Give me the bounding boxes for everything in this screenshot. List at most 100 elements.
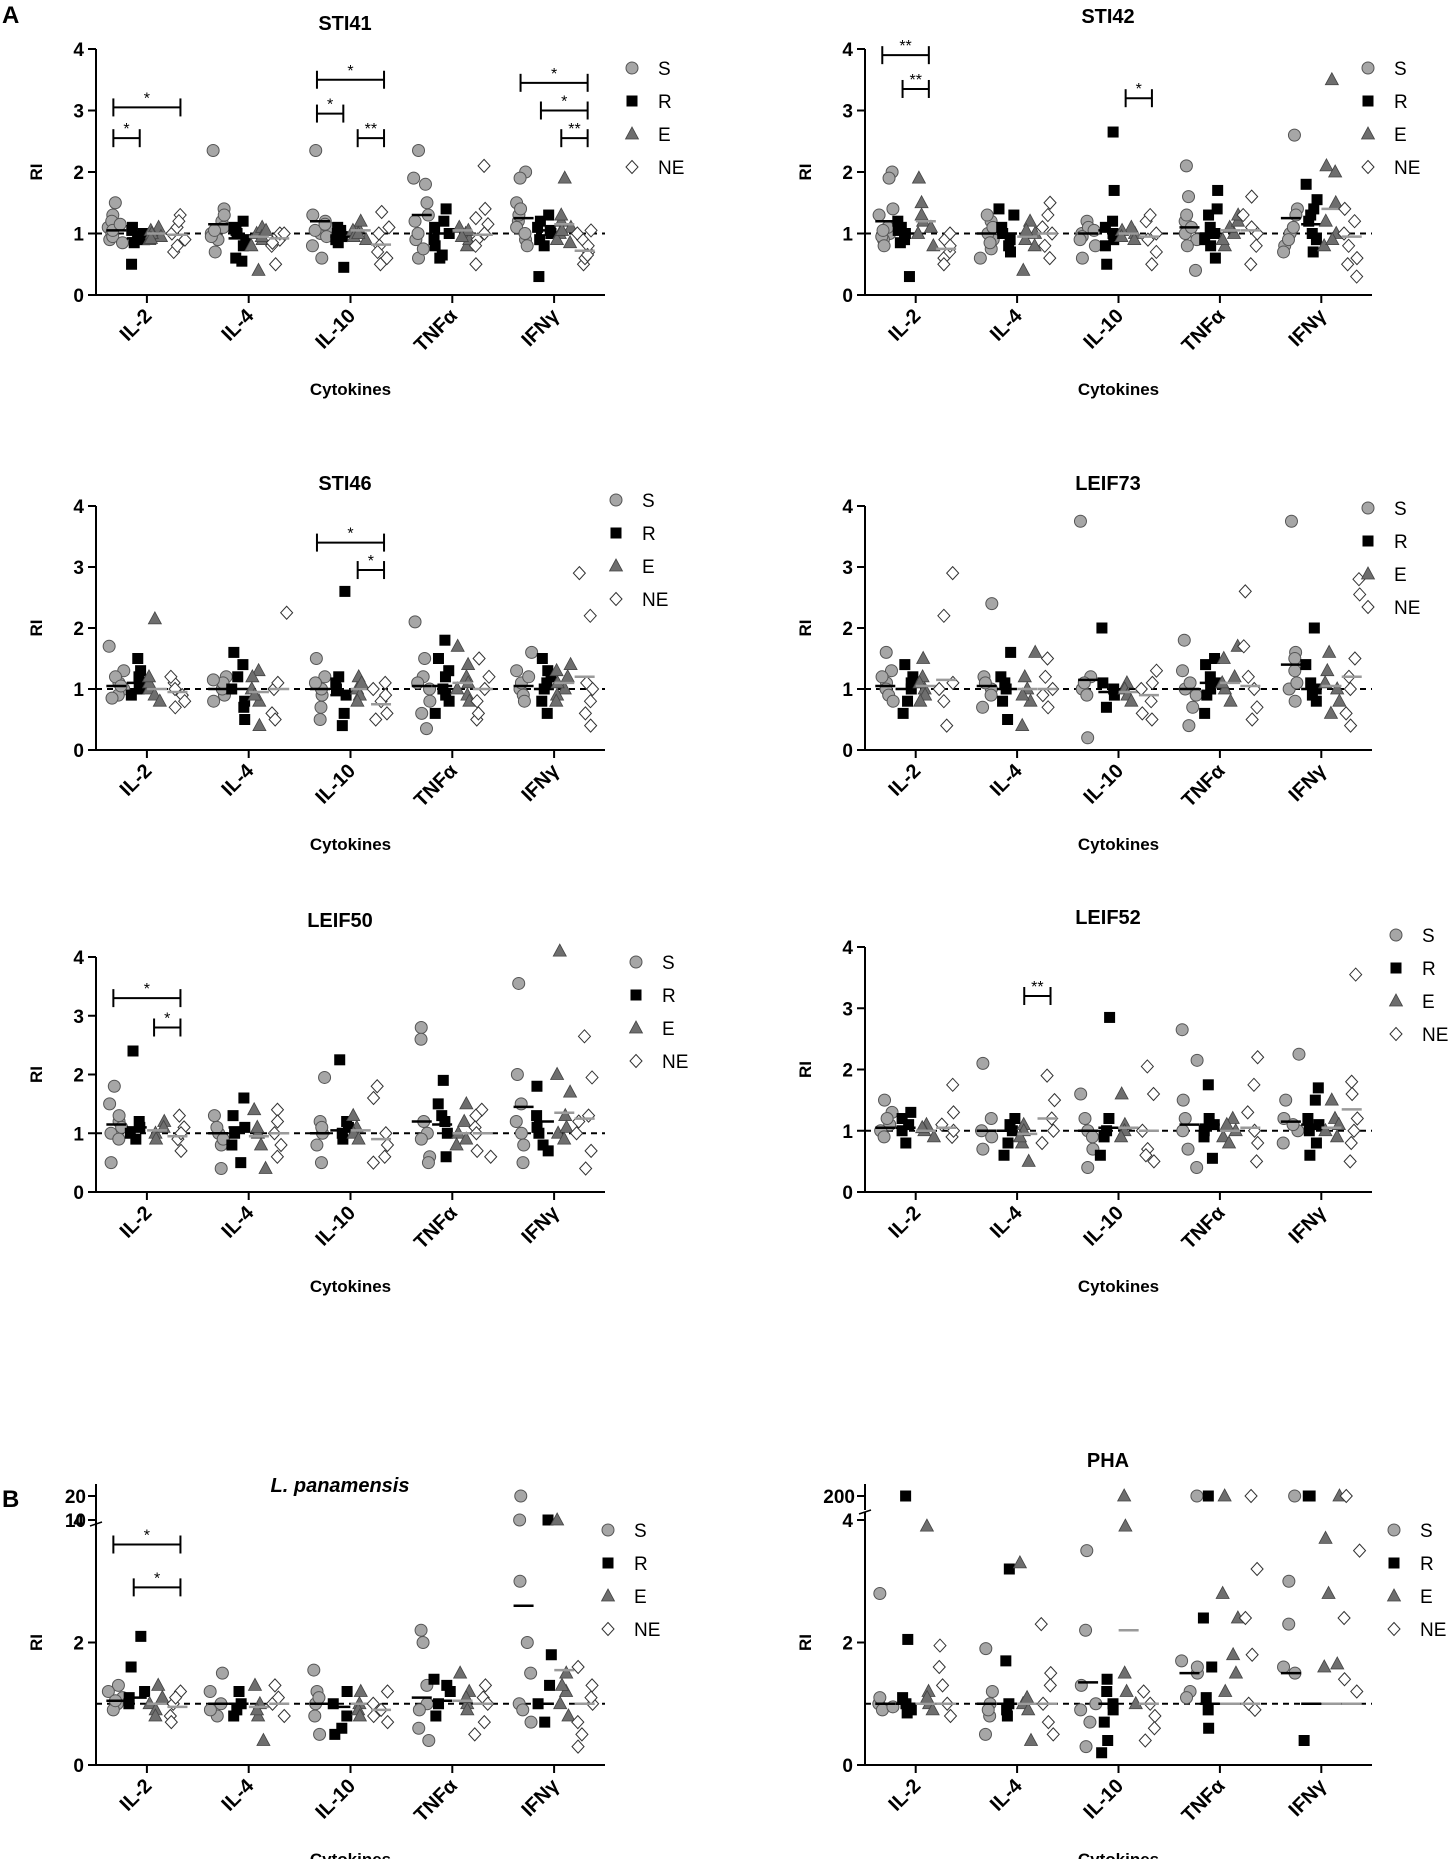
data-point-r [1302,1113,1314,1124]
legend-marker-e [628,1020,644,1034]
data-point-s [877,1130,891,1144]
data-point-ne [172,213,186,229]
data-point-e [926,1129,942,1143]
data-point-e [460,656,476,670]
panel-label-b: B [2,1486,20,1513]
data-point-ne [1353,587,1367,602]
significance-label: ** [909,72,921,89]
data-point-s [873,1691,887,1705]
legend-label-s: S [662,953,675,974]
data-point-r [1304,1149,1316,1161]
data-point-r [907,671,919,683]
data-point-s [217,208,231,222]
data-point-s [1182,190,1196,204]
data-point-s [207,694,221,708]
data-point-r [429,240,441,252]
data-point-r [534,215,546,227]
data-point-ne [1250,1050,1265,1065]
panel-label-a: A [2,2,20,29]
data-point-s [206,143,220,157]
data-point-e [557,170,572,184]
data-point-s [1279,1093,1293,1107]
legend-label-r: R [658,92,672,113]
data-point-s [1288,1489,1302,1503]
data-point-r [1098,1716,1110,1728]
x-tick-label: IL-2 [116,1202,157,1243]
data-point-ne [1237,639,1251,654]
data-point-ne [1040,651,1055,666]
data-point-ne [1040,1068,1054,1083]
data-point-s [1190,1161,1204,1174]
data-point-s [522,670,536,684]
data-point-ne [1238,1610,1253,1626]
data-point-ne [164,1714,178,1730]
data-point-e [1216,1129,1231,1143]
data-point-ne [1345,1086,1359,1102]
data-point-s [305,239,319,253]
data-point-e [454,228,470,242]
data-point-s [1282,1617,1296,1631]
x-tick-label: TNFα [410,304,462,356]
data-point-s [416,1636,430,1649]
data-point-r [543,209,555,221]
data-point-r [124,1127,136,1139]
y-tick-label: 0 [842,286,853,307]
data-point-s [107,1079,121,1093]
data-point-e [1015,717,1030,731]
chart-title: LEIF73 [1075,473,1141,495]
data-point-ne [274,1137,288,1153]
data-point-r [897,1692,909,1704]
data-point-ne [1343,718,1358,733]
y-tick-label: 1 [73,680,84,701]
data-point-r [437,683,449,695]
data-point-e [549,662,564,677]
data-point-ne [1338,201,1352,217]
data-point-r [1108,689,1120,701]
data-point-e [562,1084,578,1098]
data-point-s [1282,1574,1296,1588]
data-point-s [104,1156,118,1170]
data-point-ne [482,669,496,685]
data-point-e [1329,1129,1345,1143]
data-point-r [133,1116,145,1127]
data-point-s [208,245,222,259]
significance-label: * [144,1528,150,1545]
data-point-s [419,722,433,736]
legend-marker-ne [1361,159,1375,175]
x-tick-label: IL-10 [1079,1202,1128,1251]
y-tick-label: 0 [73,1183,84,1204]
data-point-r [1310,234,1322,246]
data-point-r [441,1127,453,1139]
data-point-e [1017,668,1032,683]
data-point-r [902,695,914,707]
data-point-ne [270,1102,285,1117]
legend-marker-e [1388,993,1404,1007]
data-point-e [562,234,578,249]
data-point-s [312,1691,326,1705]
data-point-ne [1145,712,1159,727]
legend-label-ne: NE [1420,1620,1446,1641]
data-point-ne [380,1137,395,1153]
data-point-s [878,1093,892,1107]
x-tick-label: IL-4 [986,1774,1027,1815]
data-point-r [1308,622,1320,634]
data-point-r [892,224,904,236]
data-point-e [460,1702,475,1716]
data-point-e [1118,1518,1133,1532]
data-point-r [327,1698,339,1710]
data-point-s [414,1021,428,1034]
legend-label-r: R [1422,959,1436,980]
data-point-ne [1339,1488,1353,1504]
data-point-r [337,1133,349,1145]
data-point-e [152,693,167,707]
data-point-ne [372,226,386,241]
data-point-ne [946,1077,960,1093]
legend-marker-s [1387,1523,1401,1537]
data-point-s [1287,128,1301,142]
legend-label-r: R [1394,532,1408,553]
legend-label-ne: NE [662,1052,688,1073]
data-point-e [1328,194,1343,209]
data-point-e [1015,687,1030,701]
data-point-s [1189,688,1203,702]
data-point-r [227,1110,239,1122]
